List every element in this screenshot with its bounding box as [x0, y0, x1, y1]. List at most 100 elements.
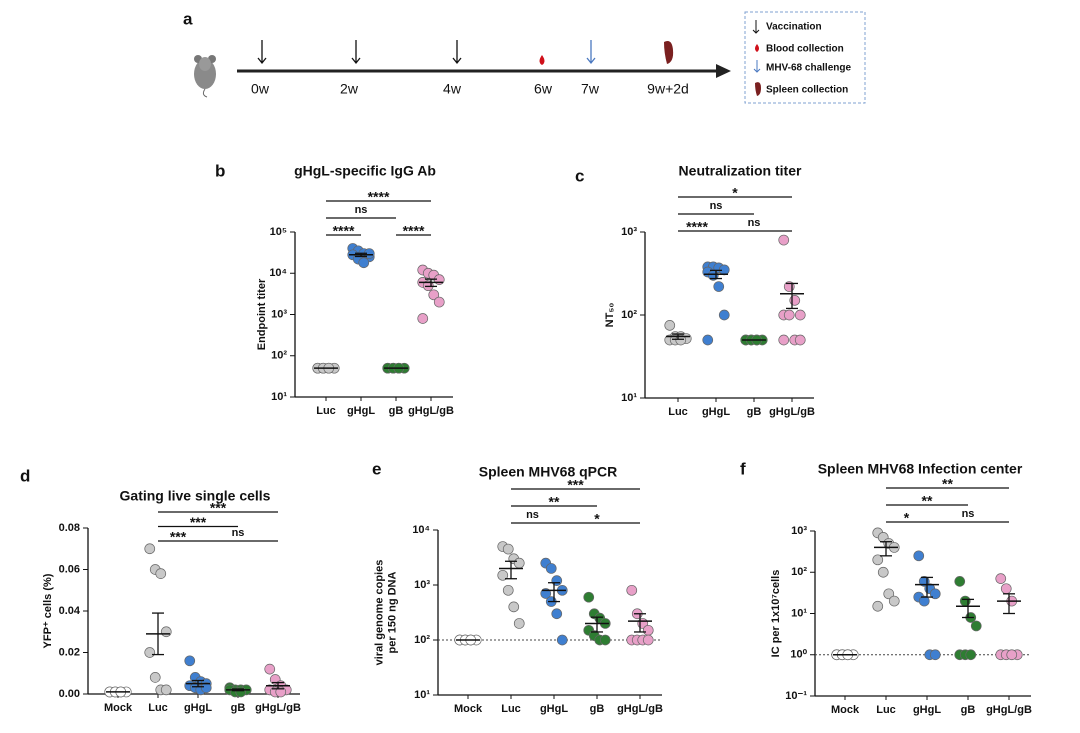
- x-tick-label: gHgL: [347, 405, 375, 417]
- data-point: [160, 626, 172, 638]
- y-tick-label: 10³: [791, 525, 807, 537]
- challenge-arrow: [586, 40, 596, 65]
- data-point: [551, 575, 563, 586]
- significance-label: ****: [368, 189, 390, 205]
- panel-letter: e: [372, 459, 381, 478]
- chart-title: gHgL-specific IgG Ab: [294, 163, 436, 179]
- timepoint-label: 0w: [251, 81, 270, 97]
- data-point: [794, 334, 806, 346]
- x-tick-label: Luc: [316, 405, 336, 417]
- y-tick-label: 10³: [621, 226, 637, 238]
- y-tick-label: 0.06: [59, 563, 80, 575]
- data-point: [545, 563, 557, 574]
- significance-label: **: [942, 476, 953, 492]
- y-tick-label: 10²: [414, 634, 430, 646]
- y-tick-label: 10⁴: [412, 524, 430, 536]
- data-point: [200, 682, 212, 694]
- significance-label: *: [904, 510, 910, 526]
- data-point: [872, 600, 884, 612]
- chart-title: Gating live single cells: [120, 488, 271, 504]
- significance-label: ***: [190, 514, 207, 530]
- x-tick-label: gHgL: [540, 703, 568, 715]
- data-point: [642, 624, 654, 636]
- data-point: [502, 584, 514, 596]
- y-tick-label: 10¹: [621, 392, 637, 404]
- x-tick-label: gB: [590, 703, 605, 715]
- significance-label: ***: [170, 529, 187, 545]
- data-point: [872, 554, 884, 566]
- y-tick-label: 0.00: [59, 688, 80, 700]
- legend-label: Blood collection: [766, 44, 844, 55]
- x-tick-label: Mock: [104, 702, 133, 714]
- significance-label: ns: [748, 217, 761, 229]
- data-point: [1006, 649, 1018, 661]
- y-tick-label: 10⁴: [269, 267, 287, 279]
- x-tick-label: Luc: [876, 704, 896, 716]
- data-point: [913, 550, 925, 562]
- data-point: [155, 568, 167, 580]
- y-axis-label: Endpoint titer: [256, 278, 268, 350]
- y-axis-label: per 150 ng DNA: [386, 571, 398, 653]
- significance-label: ***: [567, 477, 584, 493]
- data-point: [144, 647, 156, 658]
- data-point: [433, 296, 445, 308]
- timepoint-label: 6w: [534, 81, 553, 97]
- x-tick-label: gB: [747, 406, 762, 418]
- x-tick-label: Luc: [668, 406, 688, 418]
- data-point: [513, 618, 525, 629]
- legend-icon: [752, 20, 760, 34]
- data-point: [888, 595, 900, 607]
- significance-label: ns: [962, 508, 975, 520]
- mouse-icon: [194, 55, 216, 98]
- significance-label: *: [732, 185, 738, 201]
- data-point: [965, 649, 977, 661]
- chart-title: Neutralization titer: [679, 163, 802, 179]
- x-tick-label: Luc: [501, 703, 521, 715]
- significance-label: ns: [232, 527, 245, 539]
- x-tick-label: gHgL/gB: [986, 704, 1032, 716]
- x-tick-label: gHgL/gB: [769, 406, 815, 418]
- data-point: [883, 588, 895, 600]
- data-point: [502, 543, 514, 555]
- y-tick-label: 10²: [271, 350, 287, 362]
- y-tick-label: 10²: [791, 566, 807, 578]
- data-point: [428, 289, 440, 301]
- chart-panel: d Gating live single cells YFP⁺ cells (%) 0…: [20, 466, 301, 713]
- y-tick-label: 10⁰: [790, 649, 807, 661]
- data-point: [160, 684, 172, 696]
- x-tick-label: gHgL/gB: [408, 405, 454, 417]
- legend-label: MHV-68 challenge: [766, 63, 851, 74]
- chart-panel: b gHgL-specific IgG Ab Endpoint titer 10¹ 10…: [215, 161, 454, 416]
- y-tick-label: 10⁻¹: [785, 690, 807, 702]
- significance-label: ****: [333, 223, 355, 239]
- significance-label: ***: [210, 500, 227, 516]
- chart-panel: c Neutralization titer NT₅₀ 10¹ 10² 10³ Luc gHg…: [575, 163, 815, 418]
- panel-letter: b: [215, 161, 225, 180]
- x-tick-label: gB: [231, 702, 246, 714]
- x-tick-label: Mock: [454, 703, 483, 715]
- data-point: [1000, 583, 1012, 595]
- legend-box: [744, 11, 866, 104]
- data-point: [783, 309, 795, 321]
- vaccination-arrows: [257, 40, 462, 65]
- panel-letter: f: [740, 459, 746, 478]
- data-point: [149, 672, 161, 683]
- data-point: [918, 595, 930, 607]
- significance-label: ns: [355, 204, 368, 216]
- timepoint-label: 2w: [340, 81, 359, 97]
- y-tick-label: 0.02: [59, 646, 80, 658]
- chart-panel: f Spleen MHV68 Infection center IC per 1x1…: [740, 459, 1032, 715]
- timeline-arrowhead: [716, 64, 731, 78]
- x-tick-label: gB: [389, 405, 404, 417]
- panel-letter: d: [20, 466, 30, 485]
- y-tick-label: 10²: [621, 309, 637, 321]
- significance-label: ****: [686, 219, 708, 235]
- data-point: [702, 334, 714, 346]
- spleen-icon: [664, 41, 674, 64]
- data-point: [184, 655, 196, 667]
- data-point: [718, 309, 730, 321]
- x-tick-label: gHgL: [184, 702, 212, 714]
- data-point: [713, 281, 725, 292]
- legend-icon: [755, 82, 761, 96]
